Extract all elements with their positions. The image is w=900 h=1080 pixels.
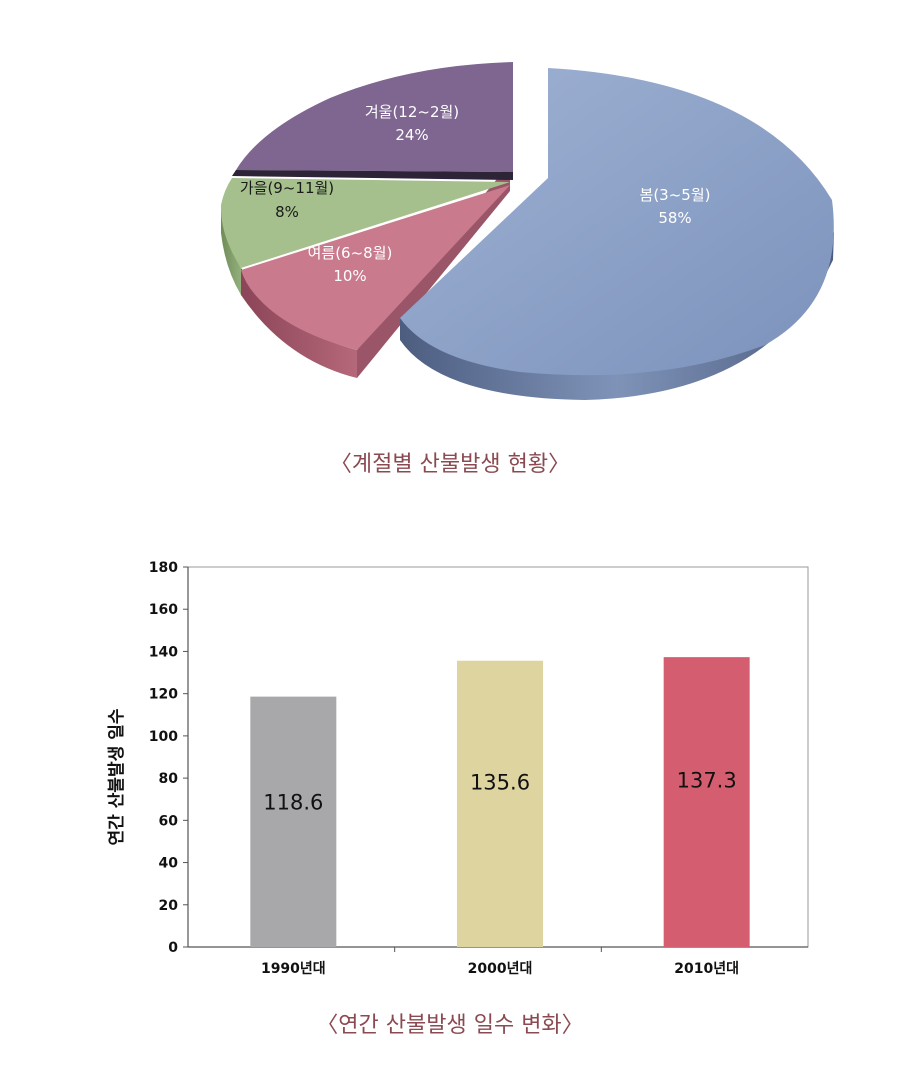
bar-x-tick-label: 1990년대 bbox=[261, 961, 326, 977]
bar-y-tick-label: 160 bbox=[149, 602, 178, 618]
bar-y-tick-label: 80 bbox=[159, 771, 179, 787]
bar-y-tick-label: 60 bbox=[159, 813, 179, 829]
bar-y-tick-label: 120 bbox=[149, 687, 178, 703]
bar-2010년대 bbox=[663, 657, 750, 947]
bar-value-label: 135.6 bbox=[470, 771, 530, 795]
bar-y-tick-label: 180 bbox=[149, 560, 178, 576]
pie-chart: 겨울(12~2월) 24% 가을(9~11월) 8% 여름(6~8월) 10% … bbox=[220, 62, 834, 400]
bar-value-label: 137.3 bbox=[677, 769, 737, 793]
pie-chart-title: 〈계절별 산불발생 현황〉 bbox=[329, 452, 571, 477]
bar-x-tick-label: 2000년대 bbox=[468, 961, 533, 977]
bar-y-tick-label: 20 bbox=[159, 898, 179, 914]
pie-label-autumn-name: 가을(9~11월) bbox=[240, 179, 334, 197]
bar-1990년대 bbox=[250, 696, 337, 947]
pie-slice-autumn bbox=[220, 178, 511, 268]
bar-y-axis-label: 연간 산불발생 일수 bbox=[107, 708, 127, 845]
pie-label-summer-name: 여름(6~8월) bbox=[308, 244, 393, 262]
bar-y-tick-label: 0 bbox=[168, 940, 178, 956]
pie-slice-spring bbox=[400, 68, 834, 376]
pie-label-spring-name: 봄(3~5월) bbox=[640, 186, 711, 204]
bar-chart: 0 20 40 60 80 100 120 140 160 180 118.6 135.6 137.3… bbox=[107, 560, 809, 977]
pie-label-summer-value: 10% bbox=[333, 267, 366, 285]
pie-label-winter-name: 겨울(12~2월) bbox=[365, 103, 459, 121]
pie-slice-summer bbox=[241, 185, 510, 350]
bar-value-label: 118.6 bbox=[263, 790, 323, 814]
pie-slice-autumn-side bbox=[221, 205, 241, 295]
bar-2000년대 bbox=[457, 660, 543, 947]
bar-chart-title: 〈연간 산불발생 일수 변화〉 bbox=[316, 1013, 584, 1038]
pie-label-winter-value: 24% bbox=[395, 126, 428, 144]
pie-slice-summer-side bbox=[241, 268, 357, 378]
pie-label-autumn-value: 8% bbox=[275, 203, 299, 221]
bar-y-tick-label: 140 bbox=[149, 644, 178, 660]
bar-y-tick-label: 100 bbox=[149, 729, 178, 745]
pie-slice-winter bbox=[236, 62, 513, 172]
pie-label-spring-value: 58% bbox=[658, 209, 691, 227]
bar-x-tick-label: 2010년대 bbox=[674, 961, 739, 977]
pie-slice-winter-edge bbox=[232, 170, 513, 180]
bar-y-tick-label: 40 bbox=[159, 856, 179, 872]
pie-slice-spring-side bbox=[400, 232, 834, 400]
